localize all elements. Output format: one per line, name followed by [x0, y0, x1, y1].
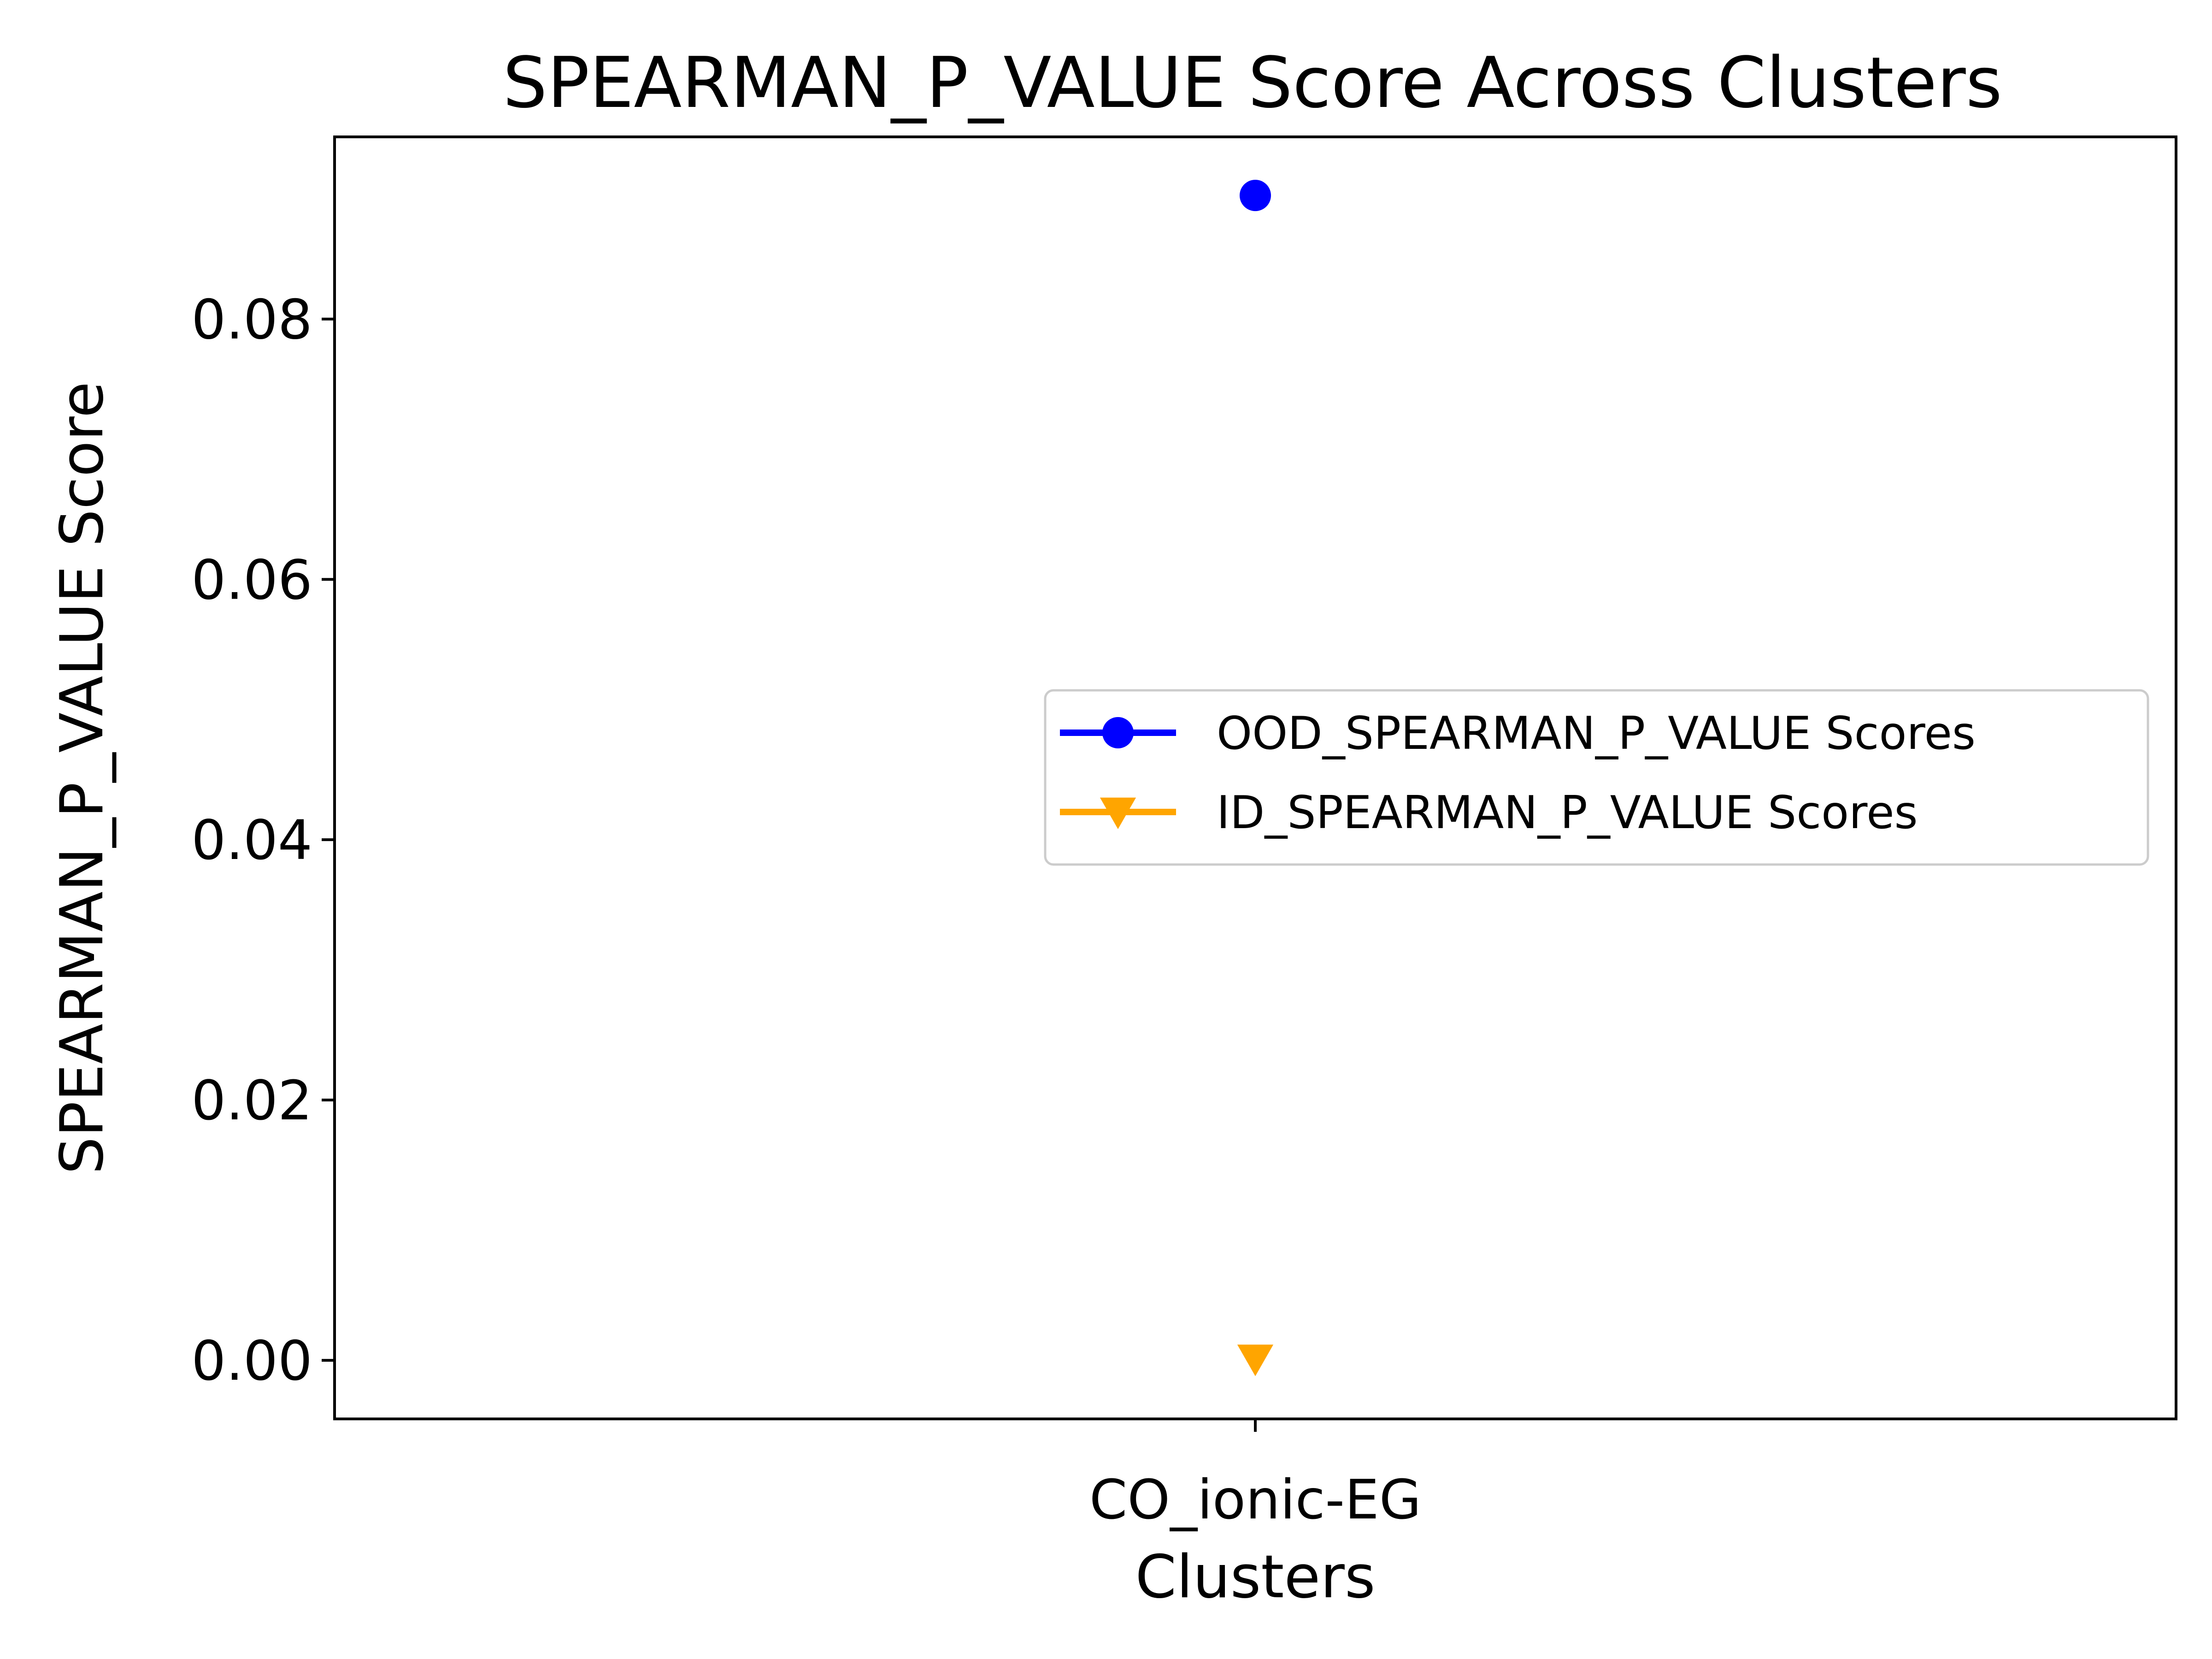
chart-title: SPEARMAN_P_VALUE Score Across Clusters	[503, 42, 2002, 124]
y-axis: 0.00 0.02 0.04 0.06 0.08	[191, 288, 335, 1393]
y-tick-label: 0.02	[191, 1069, 312, 1132]
ood-data-point	[1240, 180, 1271, 212]
legend-ood-label: OOD_SPEARMAN_P_VALUE Scores	[1217, 707, 1976, 760]
legend-id-label: ID_SPEARMAN_P_VALUE Scores	[1217, 787, 1918, 839]
legend: OOD_SPEARMAN_P_VALUE Scores ID_SPEARMAN_P…	[1044, 689, 2149, 866]
x-tick-label: CO_ionic-EG	[1089, 1468, 1421, 1531]
legend-ood-marker	[1102, 717, 1134, 748]
y-tick-label: 0.08	[191, 288, 312, 351]
x-axis: CO_ionic-EG	[1089, 1419, 1421, 1531]
y-tick-label: 0.04	[191, 808, 312, 872]
y-tick-label: 0.06	[191, 548, 312, 612]
legend-id-marker	[1100, 797, 1136, 830]
legend-box	[1044, 689, 2149, 866]
data-markers	[1237, 180, 1274, 1377]
id-data-point	[1237, 1344, 1274, 1377]
y-tick-label: 0.00	[191, 1329, 312, 1393]
y-axis-label: SPEARMAN_P_VALUE Score	[48, 382, 117, 1174]
x-axis-label: Clusters	[1135, 1543, 1376, 1612]
